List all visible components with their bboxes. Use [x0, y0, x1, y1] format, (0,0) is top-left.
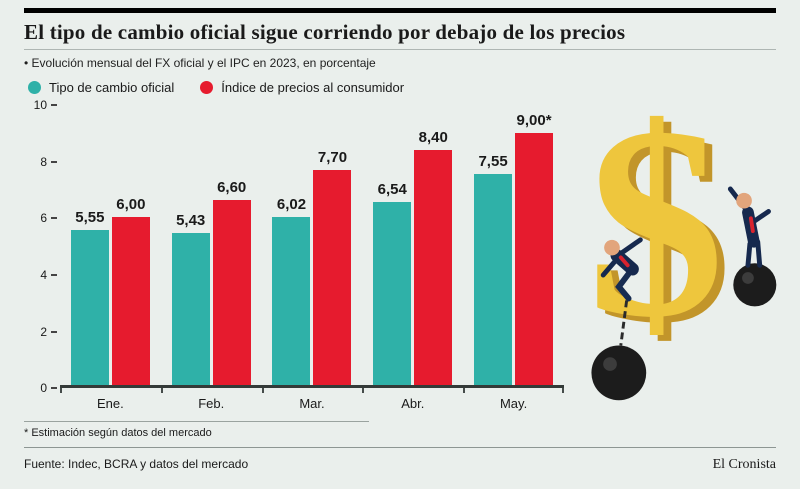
- bars-area: 5,55 6,00 5,43 6,60 6,02 7,70 6,54 8,40 7,55 9,00…: [60, 105, 564, 386]
- bar-value-label: 9,00*: [516, 112, 552, 130]
- y-axis-tick: 4: [40, 269, 57, 281]
- bar-column: 5,55: [70, 105, 109, 386]
- bar-value-label: 6,00: [116, 196, 146, 214]
- bar-column: 9,00*: [515, 105, 554, 386]
- bar-group: 7,55 9,00*: [463, 105, 564, 386]
- bar: [171, 233, 210, 386]
- y-axis-tick: 0: [40, 382, 57, 394]
- y-axis-tick: 6: [40, 212, 57, 224]
- bar: [515, 133, 554, 386]
- y-axis-tick: 2: [40, 326, 57, 338]
- bar-value-label: 7,55: [478, 152, 508, 170]
- legend-swatch-icon: [200, 81, 214, 95]
- x-axis: Ene. Feb. Mar. Abr. May.: [60, 388, 564, 411]
- top-rule: [24, 8, 776, 13]
- bar-column: 6,54: [373, 105, 412, 386]
- bar-value-label: 5,55: [75, 208, 105, 226]
- chart-subtitle: • Evolución mensual del FX oficial y el …: [24, 56, 376, 71]
- source-note: Fuente: Indec, BCRA y datos del mercado: [24, 457, 249, 472]
- y-axis-tick: 8: [40, 156, 57, 168]
- bar: [212, 200, 251, 386]
- x-axis-label: Abr.: [362, 388, 463, 411]
- legend-swatch-icon: [28, 81, 41, 95]
- brand-name: El Cronista: [712, 457, 776, 473]
- x-axis-label: May.: [463, 388, 564, 411]
- bar: [474, 173, 513, 386]
- bar: [373, 202, 412, 386]
- bar: [70, 229, 109, 386]
- bar-column: 7,70: [313, 105, 352, 386]
- page-title: El tipo de cambio oficial sigue corriend…: [24, 20, 626, 44]
- legend-item: Tipo de cambio oficial: [28, 80, 174, 95]
- legend-label: Tipo de cambio oficial: [49, 80, 175, 96]
- bar-column: 6,60: [212, 105, 251, 386]
- bar-value-label: 5,43: [176, 212, 206, 230]
- bar-group: 5,43 6,60: [161, 105, 262, 386]
- bar-chart: Tipo de cambio oficial Índice de precios …: [24, 70, 564, 439]
- footer: Fuente: Indec, BCRA y datos del mercado …: [24, 447, 776, 473]
- title-divider: [24, 49, 776, 51]
- x-axis-label: Feb.: [160, 388, 262, 411]
- bar-value-label: 7,70: [317, 148, 348, 166]
- svg-text:$: $: [587, 82, 724, 374]
- bar-value-label: 6,60: [217, 179, 247, 197]
- bar-group: 5,55 6,00: [60, 105, 161, 386]
- footnote: * Estimación según datos del mercado: [24, 427, 212, 440]
- left-climber-figure: [590, 237, 646, 401]
- legend: Tipo de cambio oficial Índice de precios …: [28, 80, 564, 95]
- bar-group: 6,02 7,70: [262, 105, 363, 386]
- dollar-illustration-svg: $ $: [587, 82, 776, 401]
- bar: [414, 150, 453, 386]
- x-axis-label: Ene.: [60, 388, 161, 411]
- bar: [111, 217, 150, 386]
- svg-text:$: $: [595, 82, 732, 380]
- bar-column: 5,43: [171, 105, 210, 386]
- right-climber-figure: [727, 186, 776, 307]
- bar-column: 6,02: [272, 105, 311, 386]
- legend-label: Índice de precios al consumidor: [221, 80, 405, 96]
- y-axis: 0 2 4 6 8 10: [24, 99, 60, 394]
- bar-column: 7,55: [474, 105, 513, 386]
- y-axis-tick: 10: [34, 99, 57, 111]
- x-axis-label: Mar.: [261, 388, 363, 411]
- bar: [272, 216, 311, 386]
- footnote-divider: [24, 421, 369, 423]
- legend-item: Índice de precios al consumidor: [200, 80, 404, 95]
- bar-value-label: 6,54: [377, 181, 407, 199]
- bar-value-label: 8,40: [418, 129, 448, 146]
- chart-plot-row: 0 2 4 6 8 10 5,55 6,00 5,43 6,60 6,02 7,70 6,54 8,40…: [24, 99, 564, 394]
- content-area: Tipo de cambio oficial Índice de precios …: [24, 70, 792, 439]
- dollar-sign-illustration: $ $: [564, 70, 792, 439]
- bar-column: 8,40: [414, 105, 453, 386]
- bar-value-label: 6,02: [276, 195, 307, 213]
- bar: [313, 169, 352, 386]
- plot-area: 5,55 6,00 5,43 6,60 6,02 7,70 6,54 8,40 7,55 9,00…: [60, 105, 564, 389]
- bar-column: 6,00: [111, 105, 150, 386]
- bar-group: 6,54 8,40: [362, 105, 463, 386]
